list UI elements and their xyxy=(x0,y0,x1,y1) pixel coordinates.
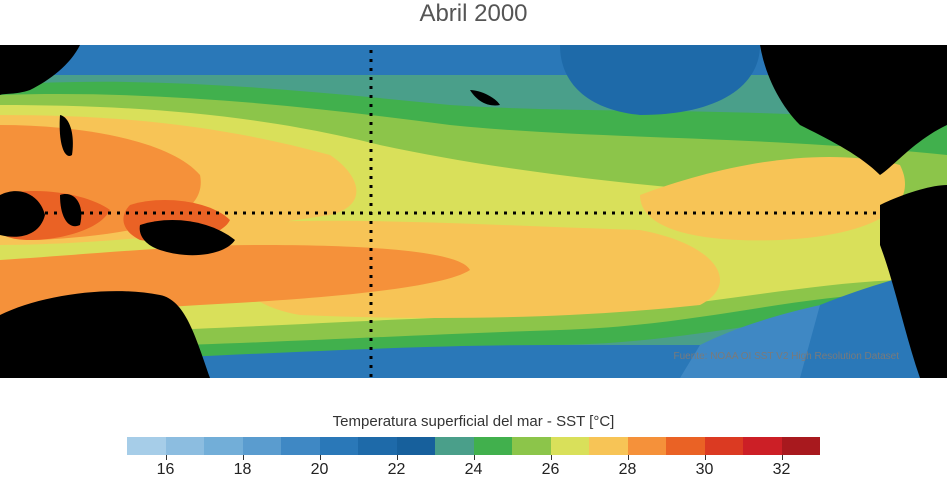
colorbar-title: Temperatura superficial del mar - SST [°… xyxy=(332,413,615,430)
land-south-america xyxy=(880,185,947,378)
colorbar-ticks xyxy=(127,455,820,461)
colorbar-tick-label: 32 xyxy=(772,461,791,478)
land-masses xyxy=(0,45,947,378)
colorbar-tick xyxy=(165,455,167,460)
colorbar-segment xyxy=(204,437,243,455)
colorbar-tick-label: 30 xyxy=(695,461,714,478)
colorbar-tick-label: 28 xyxy=(618,461,637,478)
colorbar-segment xyxy=(473,437,512,455)
sst-band-cool-ne xyxy=(560,45,760,115)
map-title: Abril 2000 xyxy=(419,0,528,27)
colorbar xyxy=(127,437,820,455)
colorbar-segment xyxy=(281,437,320,455)
colorbar-tick-label: 26 xyxy=(541,461,560,478)
colorbar-tick xyxy=(550,455,552,460)
colorbar-segment xyxy=(358,437,397,455)
land-central-america xyxy=(760,45,947,175)
colorbar-segment xyxy=(589,437,628,455)
land-australia xyxy=(0,291,210,378)
colorbar-tick-label: 24 xyxy=(464,461,483,478)
colorbar-tick xyxy=(319,455,321,460)
colorbar-tick-label: 20 xyxy=(310,461,329,478)
colorbar-segment xyxy=(396,437,435,455)
colorbar-segment xyxy=(666,437,705,455)
colorbar-segment xyxy=(242,437,281,455)
colorbar-segment xyxy=(704,437,743,455)
colorbar-segment xyxy=(127,437,166,455)
colorbar-segment xyxy=(435,437,474,455)
colorbar-segment xyxy=(550,437,589,455)
colorbar-segment xyxy=(781,437,820,455)
colorbar-tick-label: 18 xyxy=(233,461,252,478)
colorbar-tick xyxy=(473,455,475,460)
colorbar-segment xyxy=(743,437,782,455)
data-source-label: Fuente: NOAA OI SST V2 High Resolution D… xyxy=(673,351,899,362)
colorbar-tick xyxy=(627,455,629,460)
land-hawaii xyxy=(470,90,500,106)
sst-band-29b xyxy=(640,156,905,241)
colorbar-segment xyxy=(165,437,204,455)
colorbar-segment xyxy=(627,437,666,455)
colorbar-tick-label: 22 xyxy=(387,461,406,478)
colorbar-segment xyxy=(512,437,551,455)
land-sulawesi xyxy=(60,194,82,227)
colorbar-tick-labels: 16 18 20 22 24 26 28 30 32 xyxy=(127,461,820,481)
colorbar-tick-label: 16 xyxy=(156,461,175,478)
land-new-guinea xyxy=(139,220,235,256)
land-asia xyxy=(0,45,80,95)
sst-map xyxy=(0,45,947,378)
land-philippines xyxy=(59,115,73,156)
land-borneo xyxy=(0,191,45,237)
colorbar-segment xyxy=(319,437,358,455)
colorbar-tick xyxy=(242,455,244,460)
colorbar-tick xyxy=(704,455,706,460)
colorbar-tick xyxy=(781,455,783,460)
colorbar-tick xyxy=(396,455,398,460)
